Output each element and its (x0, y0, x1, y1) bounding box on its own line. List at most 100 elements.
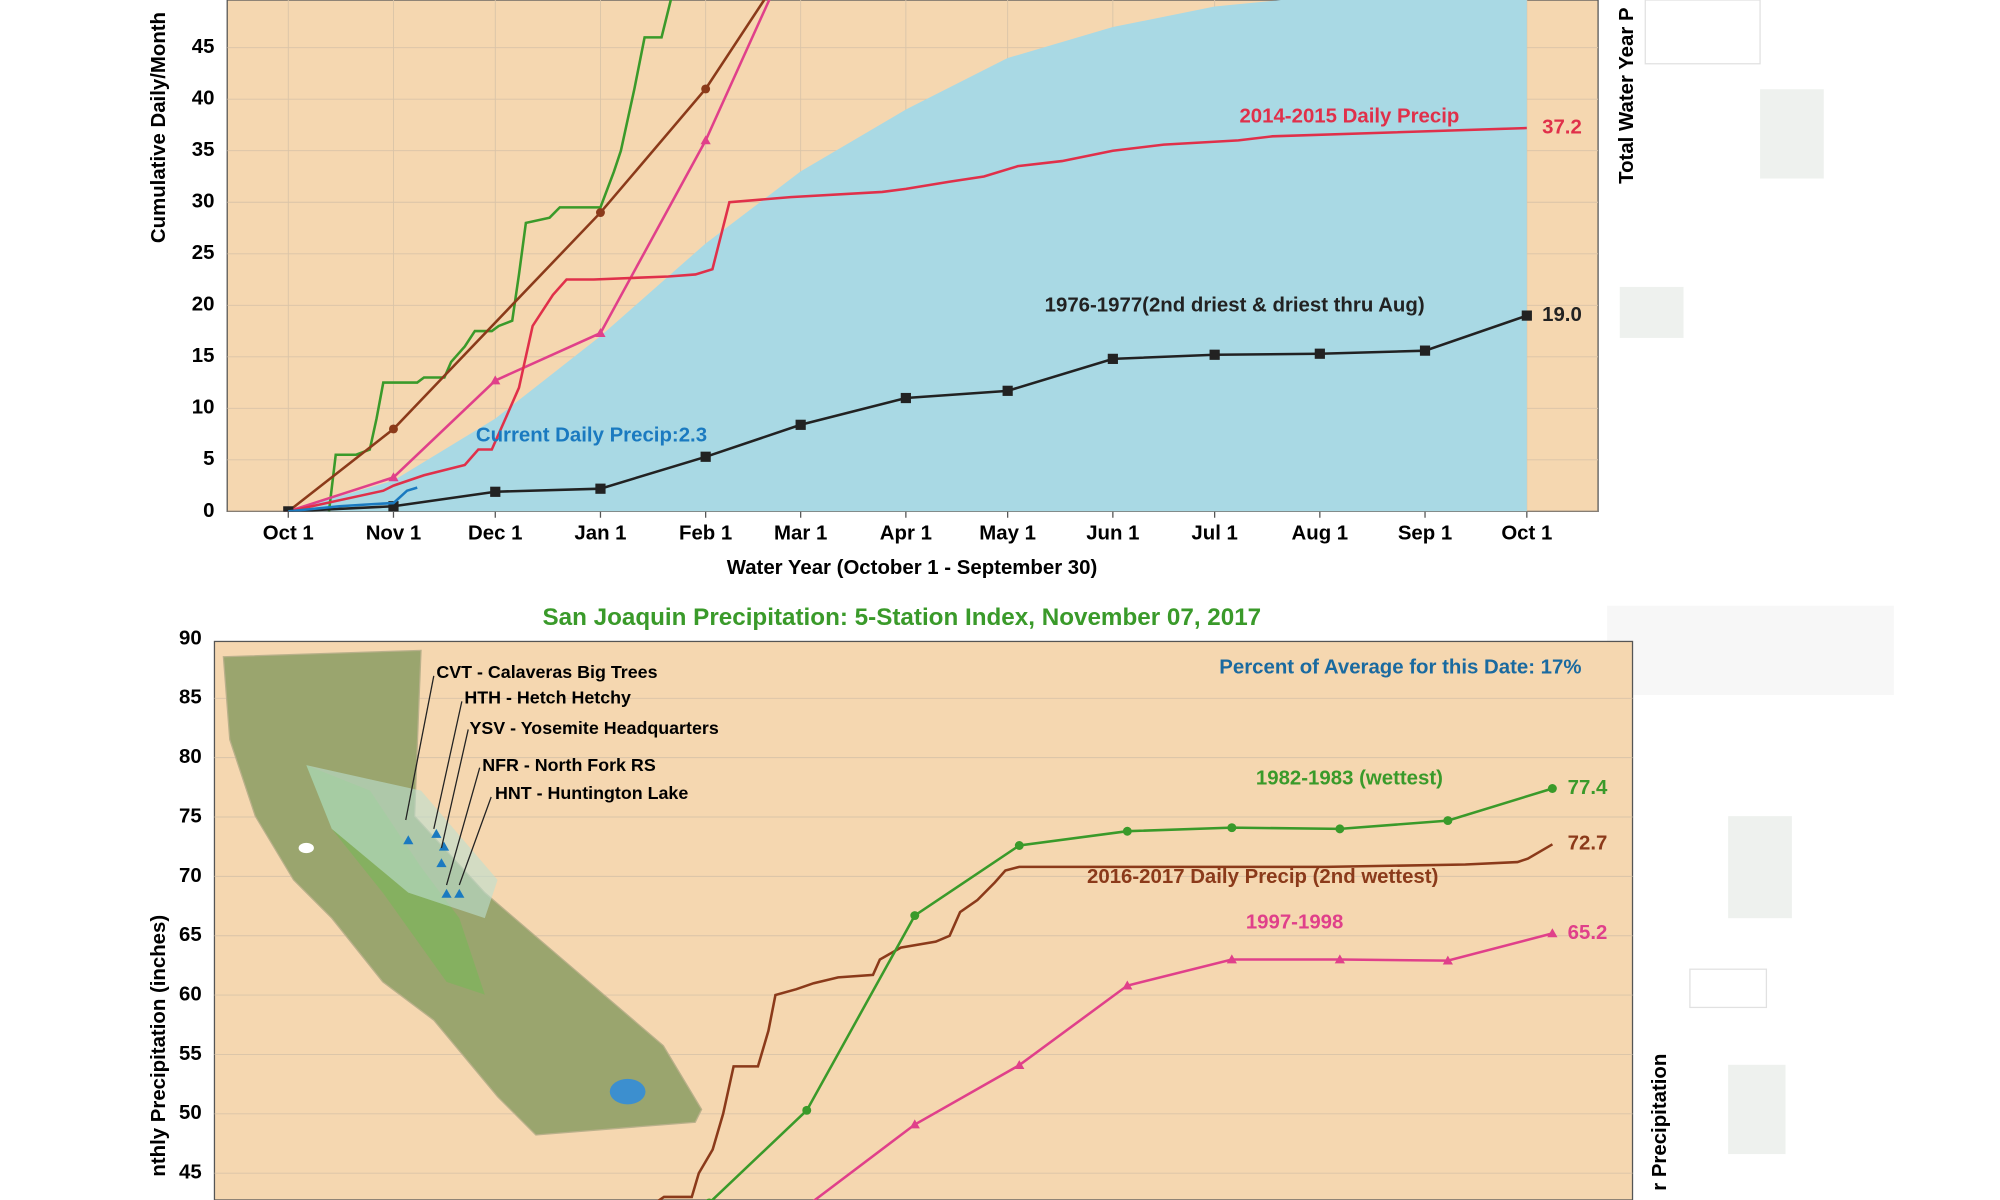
series-label: 1976-1977(2nd driest & driest thru Aug) (1045, 294, 1425, 316)
x-tick-label: Aug 1 (1292, 523, 1349, 545)
line (287, 0, 771, 512)
series-label: 2014-2015 Daily Precip (1239, 106, 1459, 128)
marker (1443, 816, 1453, 826)
marker (1107, 353, 1118, 364)
grid (214, 697, 1633, 1174)
x-tick-label: May 1 (979, 523, 1036, 545)
line (288, 126, 1527, 512)
x-axis-title: Water Year (October 1 - September 30) (727, 557, 1098, 579)
series-label: 2016-2017 Daily Precip (2nd wettest) (1087, 866, 1438, 888)
y-axis-title: Cumulative Daily/Month (148, 12, 170, 243)
marker (1122, 826, 1132, 836)
x-tick-label: Feb 1 (679, 523, 732, 545)
marker (802, 1105, 812, 1115)
x-tick-label: Jul 1 (1191, 523, 1237, 545)
line (288, 486, 418, 512)
chart-top: 0 5 10 15 20 25 30 35 40 45 Oct 1 Nov 1 Dec 1 Jan 1 Fe… (192, 0, 1599, 545)
marker (389, 424, 398, 434)
marker (1521, 310, 1532, 321)
y2-axis-title: r Precipitation (1649, 1054, 1671, 1191)
y-tick-label: 60 (179, 984, 202, 1006)
marker (595, 328, 606, 337)
plot-area (227, 0, 1599, 512)
station-label: HNT - Huntington Lake (495, 783, 688, 803)
marker (910, 911, 920, 921)
marker (1122, 980, 1133, 990)
y-tick-label: 80 (179, 746, 202, 768)
y-tick-label: 75 (179, 805, 202, 827)
marker (596, 208, 605, 218)
x-tick-label: Oct 1 (1501, 523, 1552, 545)
marker (1314, 348, 1325, 359)
y-tick-label: 70 (179, 865, 202, 887)
y-tick-label: 45 (179, 1162, 202, 1184)
y-axis-title: nthly Precipitation (inches) (148, 915, 170, 1177)
marker (388, 472, 399, 482)
marker (595, 483, 606, 494)
series-label: 1982-1983 (wettest) (1256, 768, 1443, 790)
line (812, 932, 1553, 1200)
y-tick-label: 45 (192, 36, 215, 58)
station-label: YSV - Yosemite Headquarters (470, 718, 719, 738)
scan-background (1607, 0, 1894, 1155)
y-tick-label: 0 (203, 500, 214, 522)
y-tick-label: 35 (192, 139, 215, 161)
marker (490, 486, 501, 497)
y-tick-label: 40 (192, 88, 215, 110)
map (222, 649, 703, 1136)
marker (700, 135, 711, 145)
marker (1547, 784, 1557, 793)
y-tick-label: 15 (192, 345, 215, 367)
end-label: 19.0 (1542, 304, 1582, 326)
end-label: 72.7 (1568, 833, 1608, 855)
y-tick-label: 65 (179, 924, 202, 946)
x-tick-label: Mar 1 (774, 523, 827, 545)
note: Percent of Average for this Date: 17% (1219, 657, 1581, 679)
station-label: HTH - Hetch Hetchy (464, 688, 631, 708)
marker (1226, 954, 1237, 964)
line (327, 0, 673, 512)
x-tick-label: Jan 1 (574, 523, 626, 545)
marker (1419, 345, 1431, 356)
area (288, 0, 1527, 512)
station-label: NFR - North Fork RS (482, 755, 656, 775)
y2-axis-title: Total Water Year P (1616, 7, 1638, 183)
marker (1547, 928, 1558, 938)
x-tick-label: Oct 1 (263, 523, 314, 545)
series-label: Current Daily Precip:2.3 (476, 425, 707, 447)
end-label: 65.2 (1568, 922, 1608, 944)
marker (1014, 841, 1024, 850)
y-tick-label: 25 (192, 242, 215, 264)
y-tick-label: 90 (179, 627, 202, 649)
chart-title: San Joaquin Precipitation: 5-Station Ind… (542, 604, 1261, 631)
end-label: 37.2 (1542, 116, 1582, 138)
x-tick-label: Jun 1 (1086, 523, 1139, 545)
plot-area (214, 697, 1633, 1200)
line (657, 843, 1554, 1200)
station-label: CVT - Calaveras Big Trees (436, 662, 657, 682)
marker (1227, 823, 1237, 833)
marker (1442, 955, 1453, 965)
marker (490, 375, 501, 385)
marker (1002, 385, 1013, 396)
marker (1335, 824, 1345, 834)
x-tick-label: Apr 1 (880, 523, 932, 545)
marker (900, 392, 911, 404)
series-label: 1997-1998 (1246, 912, 1344, 934)
x-tick-label: Dec 1 (468, 523, 522, 545)
y-tick-label: 5 (203, 448, 214, 470)
y-tick-label: 20 (192, 294, 215, 316)
marker (1209, 349, 1220, 360)
line (710, 787, 1553, 1200)
x-tick-label: Sep 1 (1398, 523, 1452, 545)
end-label: 77.4 (1568, 777, 1608, 799)
marker (1334, 954, 1345, 964)
x-tick-label: Nov 1 (366, 523, 422, 545)
marker (795, 419, 806, 430)
marker (700, 451, 711, 462)
marker (1014, 1060, 1025, 1069)
y-tick-label: 50 (179, 1102, 202, 1124)
y-tick-label: 85 (179, 687, 202, 709)
